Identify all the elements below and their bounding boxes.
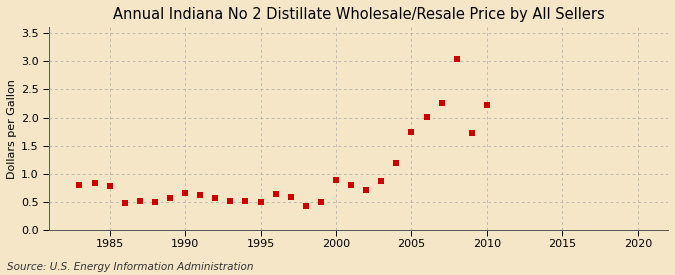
- Point: [225, 198, 236, 203]
- Point: [391, 161, 402, 166]
- Point: [89, 181, 100, 185]
- Point: [240, 199, 251, 203]
- Point: [466, 131, 477, 135]
- Point: [210, 196, 221, 200]
- Y-axis label: Dollars per Gallon: Dollars per Gallon: [7, 79, 17, 179]
- Point: [376, 178, 387, 183]
- Point: [286, 195, 296, 199]
- Point: [180, 191, 190, 195]
- Point: [165, 196, 176, 200]
- Point: [346, 183, 356, 188]
- Point: [255, 199, 266, 204]
- Point: [270, 192, 281, 196]
- Point: [436, 101, 447, 106]
- Point: [195, 193, 206, 198]
- Point: [104, 184, 115, 188]
- Text: Source: U.S. Energy Information Administration: Source: U.S. Energy Information Administ…: [7, 262, 253, 272]
- Point: [452, 57, 462, 61]
- Point: [150, 199, 161, 204]
- Point: [119, 201, 130, 205]
- Point: [361, 188, 372, 192]
- Point: [481, 103, 492, 107]
- Point: [315, 199, 326, 204]
- Point: [134, 199, 145, 203]
- Point: [74, 183, 85, 187]
- Title: Annual Indiana No 2 Distillate Wholesale/Resale Price by All Sellers: Annual Indiana No 2 Distillate Wholesale…: [113, 7, 605, 22]
- Point: [406, 130, 417, 134]
- Point: [421, 115, 432, 119]
- Point: [300, 204, 311, 208]
- Point: [331, 177, 342, 182]
